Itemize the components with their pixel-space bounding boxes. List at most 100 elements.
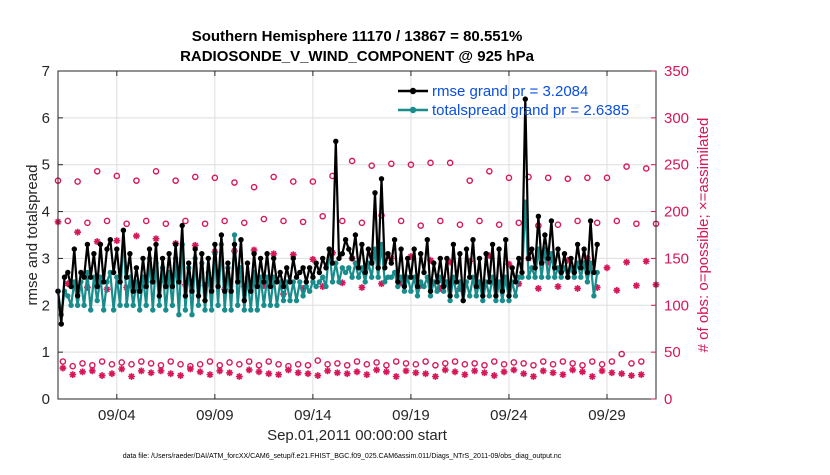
obs-possible-point [417, 222, 425, 229]
spread-point [176, 312, 182, 318]
spread-point [355, 274, 362, 280]
y2-tick-label: 0 [664, 391, 672, 408]
rmse-point [408, 274, 414, 280]
rmse-point [355, 265, 362, 271]
rmse-point [467, 274, 473, 280]
obs-possible-point [221, 217, 228, 225]
obs-possible-point [584, 174, 591, 182]
x-tick-label: 09/09 [196, 407, 234, 424]
spread-point [578, 274, 584, 280]
rmse-point [117, 279, 123, 285]
obs-assimilated-point [309, 255, 317, 263]
rmse-point [68, 283, 74, 290]
obs-possible-point [608, 358, 616, 365]
obs-assimilated-point [265, 370, 273, 378]
obs-assimilated-point [299, 285, 307, 292]
rmse-point [552, 265, 558, 271]
rmse-point [323, 265, 329, 271]
rmse-point [277, 269, 283, 276]
rmse-point [316, 269, 323, 276]
spread-point [287, 297, 293, 304]
rmse-point [290, 255, 296, 262]
obs-possible-point [373, 359, 380, 366]
obs-assimilated-point [642, 257, 650, 265]
rmse-point [78, 269, 84, 276]
obs-possible-point [623, 163, 630, 170]
spread-point [506, 297, 512, 304]
obs-assimilated-point [324, 367, 331, 375]
obs-possible-point [142, 217, 150, 225]
rmse-point [61, 274, 68, 280]
rmse-point [192, 246, 198, 252]
obs-possible-point [363, 361, 371, 368]
x-tick-label: 09/19 [392, 407, 430, 424]
obs-assimilated-point [530, 373, 537, 380]
chart-title: Southern Hemisphere 11170 / 13867 = 80.5… [192, 28, 523, 45]
obs-possible-point [603, 174, 611, 182]
rmse-point [486, 279, 492, 285]
spread-point [280, 297, 287, 304]
spread-point [486, 293, 492, 299]
obs-possible-point [441, 360, 449, 367]
rmse-point [133, 265, 140, 271]
obs-assimilated-point [108, 370, 116, 378]
rmse-point [496, 246, 502, 252]
obs-assimilated-point [289, 251, 297, 259]
obs-assimilated-point [245, 366, 253, 374]
legend: rmse grand pr = 3.2084 totalspread grand… [398, 83, 629, 119]
spread-point [401, 288, 408, 294]
rmse-point [120, 227, 127, 233]
rmse-point [447, 293, 453, 299]
obs-possible-point [574, 217, 581, 225]
y2-tick-label: 250 [664, 157, 689, 174]
obs-possible-point [216, 361, 224, 369]
rmse-point [483, 251, 489, 257]
spread-point [235, 302, 241, 308]
obs-possible-point [598, 361, 606, 368]
obs-assimilated-point [481, 369, 488, 377]
rmse-point [476, 255, 483, 262]
obs-assimilated-point [93, 238, 101, 245]
obs-assimilated-point [59, 364, 67, 372]
spread-point [101, 307, 107, 313]
rmse-point [320, 255, 326, 262]
obs-assimilated-point [319, 283, 327, 290]
spread-point [369, 274, 375, 280]
spread-point [519, 274, 525, 280]
rmse-point [287, 279, 293, 285]
rmse-point [440, 283, 447, 290]
y-axis-label: rmse and totalspread [24, 165, 41, 306]
spread-point [346, 265, 352, 271]
rmse-point [450, 241, 457, 248]
obs-possible-point [544, 174, 552, 182]
rmse-point [306, 265, 313, 271]
obs-possible-point [93, 167, 101, 175]
rmse-point [591, 269, 597, 276]
rmse-point [378, 176, 385, 182]
spread-point [254, 307, 260, 313]
rmse-point [159, 255, 166, 262]
rmse-point [342, 237, 349, 243]
obs-possible-point [319, 212, 326, 220]
spread-point [375, 274, 381, 280]
spread-point [156, 302, 162, 308]
rmse-point [339, 251, 345, 257]
spread-point [163, 307, 169, 313]
spread-point [261, 302, 267, 308]
spread-point [408, 288, 414, 294]
rmse-point [454, 279, 460, 285]
rmse-point [434, 279, 440, 285]
rmse-point [499, 288, 506, 294]
y-tick-label: 3 [42, 250, 50, 267]
obs-assimilated-point [534, 285, 542, 292]
obs-possible-point [108, 361, 116, 368]
obs-assimilated-point [402, 367, 410, 375]
rmse-point [437, 255, 443, 262]
obs-layer [54, 157, 660, 380]
rmse-point [166, 251, 172, 257]
obs-possible-point [309, 178, 317, 185]
obs-possible-point [89, 361, 96, 369]
obs-assimilated-point [569, 366, 577, 374]
rmse-point [519, 269, 525, 276]
